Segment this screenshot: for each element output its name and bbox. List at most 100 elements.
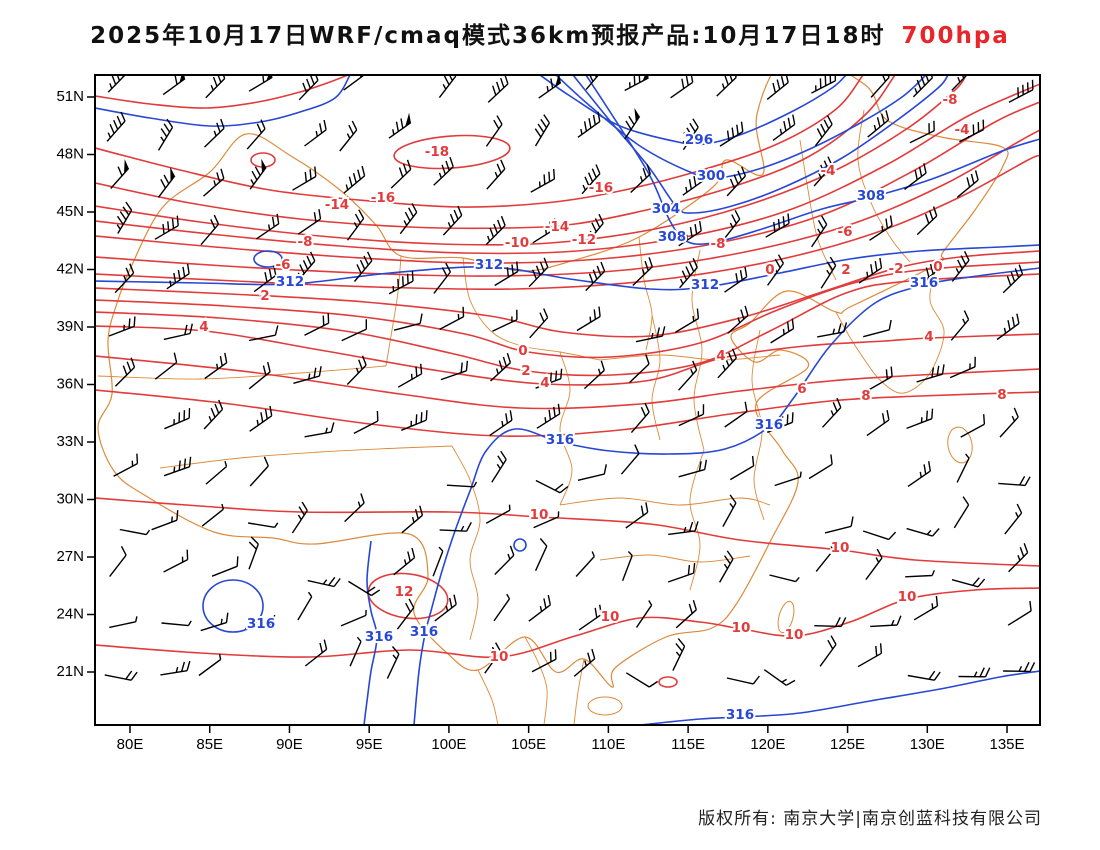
wind-barb [620, 444, 640, 475]
wind-barb [950, 310, 970, 341]
wind-barb [621, 551, 633, 581]
wind-barb-pennant [170, 167, 175, 182]
wind-barbs-group [104, 76, 1036, 688]
wind-barb [533, 511, 560, 529]
wind-barb [198, 653, 222, 677]
wind-barb [1003, 661, 1036, 673]
wind-barb [765, 213, 790, 238]
lon-tick-label: 115E [671, 736, 705, 753]
wind-barb [438, 76, 457, 99]
wind-barb [432, 546, 444, 577]
wind-barb [291, 501, 308, 534]
wind-barb [163, 549, 189, 573]
wind-barb [585, 261, 606, 292]
wind-barb [490, 352, 512, 382]
wind-barb [440, 360, 469, 381]
wind-barb [532, 218, 557, 244]
wind-barb [907, 461, 931, 487]
wind-barb [399, 203, 418, 235]
contour-label: 316 [755, 417, 783, 433]
lon-tick-label: 125E [830, 736, 865, 753]
wind-barb [678, 360, 698, 391]
wind-barb [1002, 264, 1024, 294]
wind-barb [388, 271, 414, 295]
wind-barb [393, 547, 416, 576]
wind-barb [668, 521, 699, 536]
wind-barb [817, 322, 848, 338]
wind-barb [630, 402, 650, 434]
wind-barb [160, 660, 191, 676]
wind-barb [245, 614, 276, 630]
wind-barb [487, 76, 509, 103]
wind-barb [678, 404, 705, 427]
wind-barb [298, 76, 319, 101]
wind-barb [824, 516, 854, 534]
contour-label: 6 [797, 381, 806, 397]
contour-label: 10 [785, 627, 804, 643]
wind-barb [528, 257, 549, 288]
lat-tick-label: 51N [56, 88, 84, 105]
wind-barb [951, 577, 986, 588]
lon-tick-label: 80E [117, 736, 144, 753]
contour-label: -6 [838, 224, 853, 240]
wind-barb [113, 453, 139, 477]
chart-title-text: 2025年10月17日WRF/cmaq模式36km预报产品:10月17日18时 [90, 23, 886, 49]
wind-barb [401, 410, 428, 431]
wind-barb [528, 594, 551, 622]
wind-barb [203, 168, 225, 197]
lon-tick-label: 135E [990, 736, 1025, 753]
wind-barb [999, 407, 1019, 438]
lat-tick-label: 48N [56, 145, 84, 162]
wind-barb [718, 550, 734, 583]
wind-barb [815, 545, 834, 572]
wind-barb [958, 667, 991, 678]
wind-barb [492, 309, 518, 332]
wind-barb [106, 111, 126, 142]
contour-label: 296 [685, 132, 713, 148]
wind-barb [724, 401, 748, 428]
wind-barb [576, 306, 601, 332]
wind-barb [535, 479, 569, 494]
wind-barb [869, 215, 893, 241]
lon-tick-label: 110E [591, 736, 625, 753]
contour-label: 4 [199, 319, 208, 335]
wind-barb [722, 494, 737, 527]
wind-barb [630, 164, 651, 194]
wind-barb [343, 76, 364, 91]
wind-barb [912, 76, 934, 98]
wind-barb [767, 254, 785, 286]
lon-axis: 80E 85E 90E 95E 100E 105E 110E 115E 120E 125E 130E… [117, 725, 1025, 753]
wind-barb [388, 118, 412, 139]
contour-label: 316 [247, 616, 275, 632]
contour-label: 8 [997, 387, 1006, 403]
lat-tick-label: 30N [56, 490, 84, 507]
wind-barb [625, 502, 649, 529]
wind-barb [434, 594, 457, 622]
wind-barb [256, 213, 280, 240]
wind-barb [672, 638, 686, 671]
wind-barb [200, 612, 229, 632]
wind-barb [200, 214, 220, 246]
contour-label: -8 [943, 92, 958, 108]
contour-label: -8 [711, 236, 726, 252]
wind-barb [578, 604, 602, 631]
wind-barb [635, 600, 653, 628]
contour-label: 10 [490, 649, 509, 665]
contour-label: 312 [691, 277, 719, 293]
copyright-footer: 版权所有: 南京大学|南京创蓝科技有限公司 [698, 809, 1042, 829]
wind-barb [769, 574, 800, 583]
wind-barb [531, 649, 557, 673]
wind-barb [248, 361, 271, 390]
wind-barb [916, 260, 939, 288]
wind-barb [339, 120, 358, 152]
contour-label: -16 [589, 180, 613, 196]
wind-barb [393, 313, 423, 331]
wind-barb [808, 454, 833, 480]
wind-barb [577, 111, 601, 138]
contour-label: 8 [861, 388, 870, 404]
wind-barb [157, 174, 176, 198]
wind-barb [625, 672, 658, 688]
wind-barb [913, 595, 939, 621]
lat-tick-label: 36N [56, 375, 84, 392]
